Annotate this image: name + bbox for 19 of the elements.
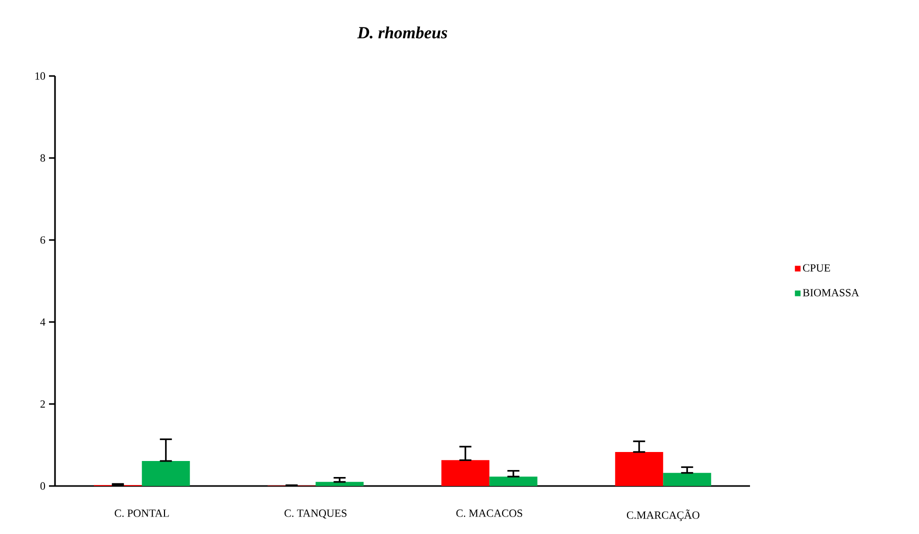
y-tick-label: 4 <box>40 318 46 326</box>
bar <box>489 476 538 486</box>
bar <box>663 472 712 486</box>
x-tick-label: C. PONTAL <box>114 510 169 517</box>
legend-label: CPUE <box>803 264 830 272</box>
bar <box>316 482 364 486</box>
y-tick-label: 10 <box>35 72 46 80</box>
x-tick-label: C. MACACOS <box>456 510 522 517</box>
bar <box>615 452 664 486</box>
bar <box>142 460 190 486</box>
chart-title: D. rhombeus <box>357 26 448 38</box>
bar <box>441 460 490 486</box>
x-tick-label: C. TANQUES <box>284 510 346 519</box>
legend-label: BIOMASSA <box>802 288 860 296</box>
y-tick-label: 0 <box>40 482 46 490</box>
x-tick-label: C.MARCAÇÃO <box>626 510 700 522</box>
y-tick-label: 6 <box>40 236 46 244</box>
y-tick-label: 2 <box>40 400 45 408</box>
y-tick-label: 8 <box>40 154 46 162</box>
